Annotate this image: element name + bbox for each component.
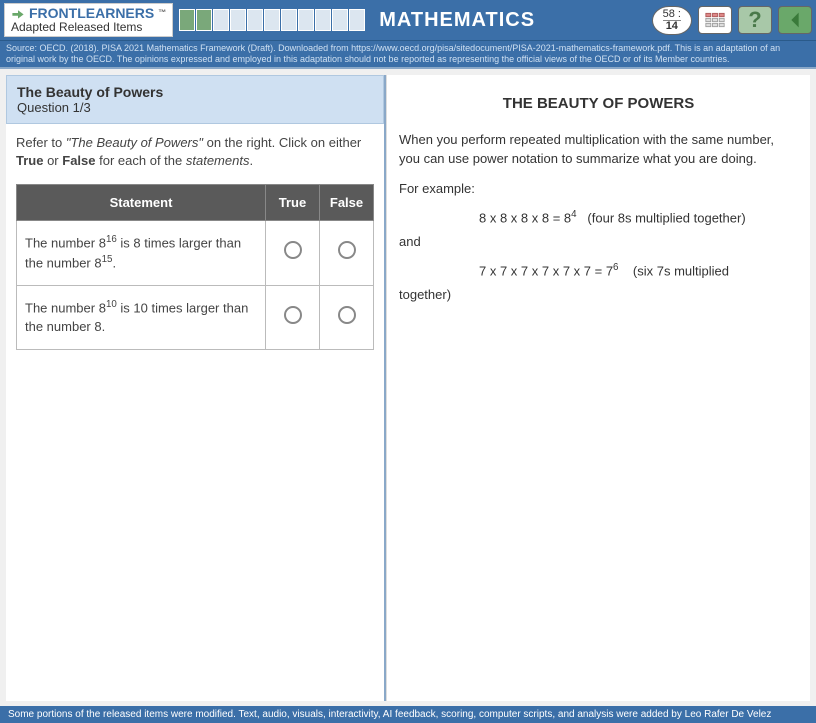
question-pane: The Beauty of Powers Question 1/3 Refer … (6, 75, 386, 701)
true-radio[interactable] (266, 220, 320, 285)
trademark: ™ (158, 9, 166, 18)
table-row: The number 816 is 8 times larger than th… (17, 220, 374, 285)
false-radio[interactable] (320, 220, 374, 285)
passage-heading: THE BEAUTY OF POWERS (399, 95, 798, 112)
grid-icon (705, 12, 725, 28)
back-button[interactable] (778, 6, 812, 34)
main-area: The Beauty of Powers Question 1/3 Refer … (0, 67, 816, 707)
passage-pane: THE BEAUTY OF POWERS When you perform re… (386, 75, 810, 701)
brand-name: FRONTLEARNERS (29, 6, 154, 21)
col-true: True (266, 184, 320, 220)
table-row: The number 810 is 10 times larger than t… (17, 285, 374, 349)
chevron-left-icon (784, 9, 806, 31)
question-title: The Beauty of Powers (17, 84, 373, 100)
col-false: False (320, 184, 374, 220)
timer-bottom: 14 (663, 20, 681, 32)
passage-p1: When you perform repeated multiplication… (399, 130, 798, 169)
grid-menu-button[interactable] (698, 6, 732, 34)
help-button[interactable]: ? (738, 6, 772, 34)
source-citation: Source: OECD. (2018). PISA 2021 Mathemat… (0, 40, 816, 67)
equation-1: 8 x 8 x 8 x 8 = 84 (four 8s multiplied t… (479, 208, 798, 228)
question-header: The Beauty of Powers Question 1/3 (6, 75, 384, 124)
false-radio[interactable] (320, 285, 374, 349)
footer-bar: Some portions of the released items were… (0, 706, 816, 723)
timer-top: 58 : (663, 9, 681, 20)
statements-table: Statement True False The number 816 is 8… (16, 184, 374, 350)
col-statement: Statement (17, 184, 266, 220)
equation-2: 7 x 7 x 7 x 7 x 7 x 7 = 76 (six 7s multi… (479, 261, 798, 281)
brand-box: FRONTLEARNERS ™ Adapted Released Items (4, 3, 173, 38)
statement-cell: The number 816 is 8 times larger than th… (17, 220, 266, 285)
true-radio[interactable] (266, 285, 320, 349)
subject-title: MATHEMATICS (379, 9, 535, 32)
statement-cell: The number 810 is 10 times larger than t… (17, 285, 266, 349)
question-body: Refer to "The Beauty of Powers" on the r… (6, 124, 384, 360)
statements-body: The number 816 is 8 times larger than th… (17, 220, 374, 349)
logo-icon (11, 6, 25, 20)
question-instructions: Refer to "The Beauty of Powers" on the r… (16, 134, 374, 170)
and-text: and (399, 232, 798, 252)
top-bar: FRONTLEARNERS ™ Adapted Released Items MA… (0, 0, 816, 40)
together-text: together) (399, 285, 798, 305)
progress-bar (179, 9, 365, 31)
timer-badge: 58 : 14 (652, 6, 692, 35)
for-example: For example: (399, 179, 798, 199)
question-counter: Question 1/3 (17, 100, 373, 115)
brand-subtitle: Adapted Released Items (11, 21, 166, 34)
question-mark-icon: ? (748, 7, 761, 33)
